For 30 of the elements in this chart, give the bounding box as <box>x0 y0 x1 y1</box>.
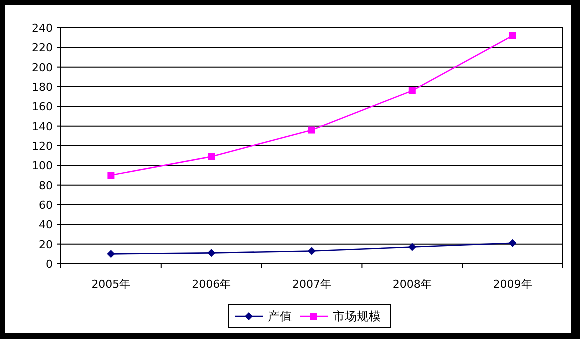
y-tick-label: 140 <box>32 120 53 134</box>
point <box>308 247 316 256</box>
point <box>509 32 516 40</box>
point <box>108 172 115 179</box>
y-tick-label: 160 <box>32 100 53 114</box>
x-tick-label: 2006年 <box>192 278 232 291</box>
x-tick-label: 2009年 <box>493 278 532 291</box>
y-tick-label: 20 <box>39 238 53 252</box>
x-tick-label: 2007年 <box>292 278 332 291</box>
x-tick-label: 2005年 <box>92 278 131 291</box>
y-tick-label: 60 <box>39 199 53 212</box>
y-tick-label: 240 <box>32 22 53 35</box>
point <box>208 249 216 258</box>
y-tick-label: 180 <box>32 81 53 94</box>
point <box>308 126 316 134</box>
point <box>107 250 116 258</box>
y-tick-label: 220 <box>32 42 53 55</box>
y-tick-label: 120 <box>32 140 53 153</box>
legend-label: 市场规模 <box>333 310 381 324</box>
x-tick-label: 2008年 <box>392 278 432 291</box>
point <box>408 87 416 94</box>
y-tick-label: 100 <box>32 160 53 173</box>
y-tick-label: 200 <box>32 61 53 74</box>
point <box>208 153 216 160</box>
legend-label: 产值 <box>268 310 292 324</box>
y-tick-label: 0 <box>46 258 53 271</box>
point <box>408 243 416 252</box>
y-tick-label: 80 <box>39 179 53 192</box>
y-tick-label: 40 <box>39 218 53 232</box>
point <box>508 239 517 248</box>
